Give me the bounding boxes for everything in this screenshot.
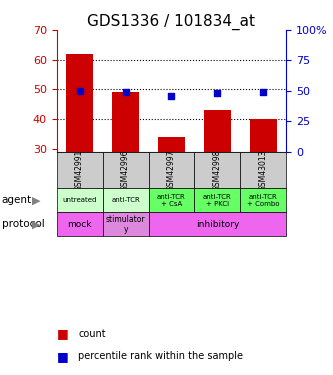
Text: ▶: ▶ — [32, 195, 40, 206]
Bar — [66, 54, 93, 152]
Text: agent: agent — [2, 195, 32, 206]
Bar — [240, 152, 286, 189]
Text: protocol: protocol — [2, 219, 44, 229]
Text: anti-TCR: anti-TCR — [111, 197, 140, 203]
Bar — [112, 92, 139, 152]
Text: ■: ■ — [57, 327, 68, 340]
Text: ▶: ▶ — [32, 219, 40, 229]
Text: stimulator
y: stimulator y — [106, 214, 145, 234]
Text: GSM42996: GSM42996 — [121, 149, 130, 191]
Text: GSM42991: GSM42991 — [75, 149, 84, 191]
Text: GSM42997: GSM42997 — [167, 149, 176, 191]
Bar — [57, 152, 103, 189]
Point — [215, 90, 220, 96]
Bar — [149, 212, 286, 236]
Text: untreated: untreated — [62, 197, 97, 203]
Bar — [158, 137, 185, 152]
Bar — [240, 189, 286, 212]
Bar — [194, 152, 240, 189]
Bar — [250, 119, 277, 152]
Bar — [194, 189, 240, 212]
Text: GSM42998: GSM42998 — [213, 149, 222, 191]
Text: GSM43013: GSM43013 — [259, 149, 268, 191]
Text: mock: mock — [67, 220, 92, 229]
Text: count: count — [78, 329, 106, 339]
Point — [77, 88, 82, 94]
Point — [123, 89, 128, 95]
Bar — [103, 212, 149, 236]
Bar — [204, 110, 231, 152]
Text: inhibitory: inhibitory — [196, 220, 239, 229]
Text: anti-TCR
+ PKCi: anti-TCR + PKCi — [203, 194, 232, 207]
Bar — [57, 212, 103, 236]
Bar — [149, 152, 194, 189]
Bar — [57, 189, 103, 212]
Text: percentile rank within the sample: percentile rank within the sample — [78, 351, 243, 361]
Bar — [149, 189, 194, 212]
Text: ■: ■ — [57, 350, 68, 363]
Point — [261, 89, 266, 95]
Point — [169, 93, 174, 99]
Bar — [103, 189, 149, 212]
Title: GDS1336 / 101834_at: GDS1336 / 101834_at — [88, 14, 255, 30]
Text: anti-TCR
+ Combo: anti-TCR + Combo — [247, 194, 280, 207]
Bar — [103, 152, 149, 189]
Text: anti-TCR
+ CsA: anti-TCR + CsA — [157, 194, 186, 207]
